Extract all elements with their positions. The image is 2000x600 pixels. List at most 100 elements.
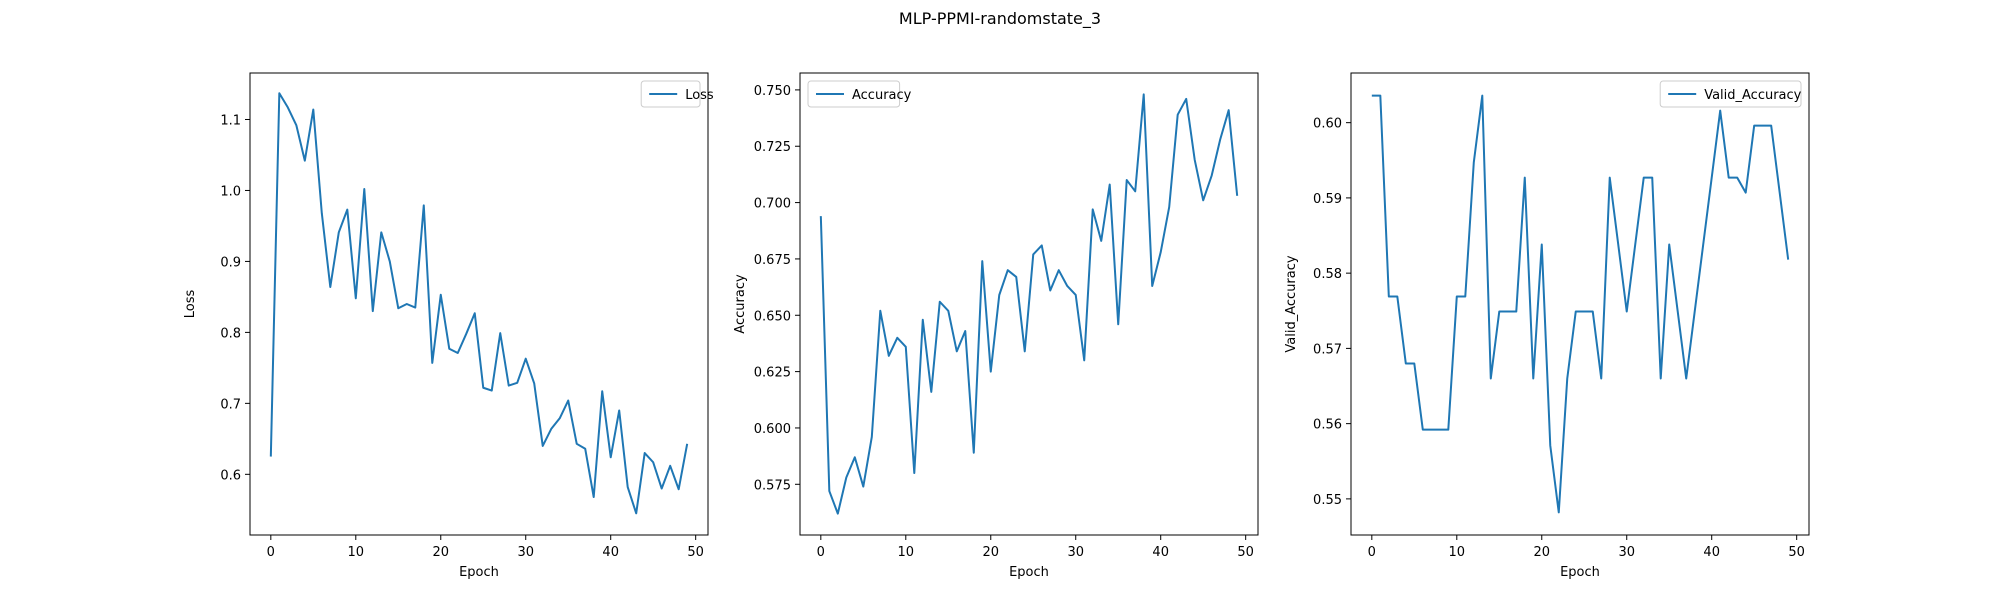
- series-line-valid_accuracy: [1371, 94, 1790, 514]
- data-point: [1515, 310, 1517, 312]
- legend: Loss: [640, 80, 714, 108]
- data-point: [372, 310, 374, 312]
- data-point: [1049, 289, 1051, 291]
- y-tick-label: 0.58: [1313, 267, 1342, 282]
- data-point: [1083, 359, 1085, 361]
- y-tick-label: 0.9: [220, 255, 241, 270]
- data-point: [1413, 362, 1415, 364]
- legend: Valid_Accuracy: [1659, 80, 1802, 108]
- data-point: [1507, 310, 1509, 312]
- data-point: [1778, 191, 1780, 193]
- y-tick-label: 0.59: [1313, 192, 1342, 207]
- x-tick-label: 50: [1788, 545, 1805, 560]
- x-tick-label: 20: [1533, 545, 1550, 560]
- data-point: [922, 319, 924, 321]
- data-point: [845, 476, 847, 478]
- data-point: [1583, 310, 1585, 312]
- data-point: [414, 306, 416, 308]
- data-point: [1143, 93, 1145, 95]
- subplot-3: 0 10 20 30 40 50 0.55 0.56 0.57 0.58 0.59 0.60 Epoch…: [1284, 72, 1810, 580]
- data-point: [559, 417, 561, 419]
- data-point: [998, 294, 1000, 296]
- data-point: [1728, 176, 1730, 178]
- data-point: [1651, 176, 1653, 178]
- legend-label: Loss: [685, 88, 714, 103]
- data-point: [1075, 294, 1077, 296]
- x-tick-label: 10: [898, 545, 915, 560]
- data-point: [1626, 310, 1628, 312]
- data-point: [346, 208, 348, 210]
- data-point: [601, 390, 603, 392]
- data-point: [329, 286, 331, 288]
- data-point: [508, 384, 510, 386]
- data-point: [1236, 195, 1238, 197]
- y-tick-label: 0.675: [754, 253, 791, 268]
- data-point: [363, 188, 365, 190]
- x-tick-label: 30: [517, 545, 534, 560]
- data-point: [397, 307, 399, 309]
- data-point: [635, 512, 637, 514]
- data-point: [448, 348, 450, 350]
- data-point: [644, 452, 646, 454]
- data-point: [862, 485, 864, 487]
- data-point: [973, 452, 975, 454]
- data-point: [380, 231, 382, 233]
- y-tick-label: 0.600: [754, 422, 791, 437]
- data-point: [1600, 377, 1602, 379]
- data-point: [905, 346, 907, 348]
- data-point: [1109, 183, 1111, 185]
- x-tick-label: 0: [267, 545, 275, 560]
- data-point: [525, 357, 527, 359]
- y-tick-label: 0.650: [754, 309, 791, 324]
- data-point: [1532, 377, 1534, 379]
- data-point: [610, 456, 612, 458]
- data-point: [1541, 243, 1543, 245]
- x-tick-label: 40: [1703, 545, 1720, 560]
- data-point: [1549, 444, 1551, 446]
- data-point: [660, 487, 662, 489]
- x-axis-label: Epoch: [1560, 565, 1600, 580]
- data-point: [465, 333, 467, 335]
- legend: Accuracy: [807, 80, 912, 108]
- data-point: [1609, 176, 1611, 178]
- data-point: [1202, 199, 1204, 201]
- data-point: [1745, 191, 1747, 193]
- data-point: [1685, 377, 1687, 379]
- data-point: [1134, 190, 1136, 192]
- data-point: [1634, 243, 1636, 245]
- data-point: [1464, 295, 1466, 297]
- x-tick-label: 30: [1067, 545, 1084, 560]
- data-point: [431, 362, 433, 364]
- data-point: [939, 301, 941, 303]
- data-point: [1092, 208, 1094, 210]
- data-point: [1185, 98, 1187, 100]
- data-point: [1787, 258, 1789, 260]
- data-point: [270, 455, 272, 457]
- series-line-loss: [269, 92, 689, 515]
- y-tick-label: 0.55: [1313, 493, 1342, 508]
- data-point: [491, 389, 493, 391]
- x-tick-label: 40: [602, 545, 619, 560]
- y-tick-label: 0.56: [1313, 418, 1342, 433]
- data-point: [652, 461, 654, 463]
- data-point: [686, 443, 688, 445]
- axes-frame: [1350, 72, 1810, 536]
- data-point: [1041, 244, 1043, 246]
- data-point: [677, 488, 679, 490]
- data-point: [1194, 159, 1196, 161]
- y-tick-label: 0.60: [1313, 117, 1342, 132]
- x-tick-label: 20: [432, 545, 449, 560]
- data-point: [1753, 124, 1755, 126]
- y-tick-label: 0.700: [754, 197, 791, 212]
- data-point: [1711, 176, 1713, 178]
- axes-frame: [249, 72, 709, 536]
- data-point: [1015, 276, 1017, 278]
- data-point: [499, 332, 501, 334]
- data-point: [1694, 310, 1696, 312]
- legend-box: [1659, 80, 1802, 108]
- data-point: [1100, 240, 1102, 242]
- data-point: [278, 92, 280, 94]
- data-point: [482, 387, 484, 389]
- data-point: [287, 106, 289, 108]
